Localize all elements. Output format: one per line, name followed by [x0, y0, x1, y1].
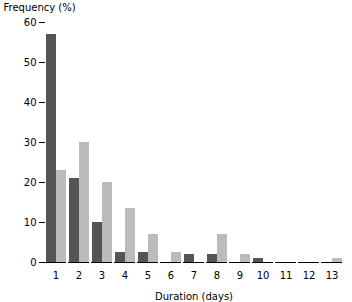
svg-text:3: 3 [99, 270, 105, 281]
svg-text:60: 60 [24, 17, 37, 28]
svg-text:2: 2 [76, 270, 82, 281]
svg-text:12: 12 [303, 270, 316, 281]
svg-text:10: 10 [24, 217, 37, 228]
svg-text:7: 7 [191, 270, 197, 281]
svg-text:Duration (days): Duration (days) [155, 291, 233, 302]
svg-text:9: 9 [237, 270, 243, 281]
svg-text:13: 13 [326, 270, 339, 281]
svg-text:20: 20 [24, 177, 37, 188]
svg-text:40: 40 [24, 97, 37, 108]
svg-text:0: 0 [30, 257, 36, 268]
svg-text:50: 50 [24, 57, 37, 68]
svg-text:8: 8 [214, 270, 220, 281]
svg-text:5: 5 [145, 270, 151, 281]
svg-text:6: 6 [168, 270, 174, 281]
svg-text:1: 1 [53, 270, 59, 281]
svg-text:11: 11 [280, 270, 293, 281]
svg-text:4: 4 [122, 270, 128, 281]
svg-text:10: 10 [257, 270, 270, 281]
svg-text:30: 30 [24, 137, 37, 148]
svg-text:Frequency (%): Frequency (%) [4, 2, 76, 13]
